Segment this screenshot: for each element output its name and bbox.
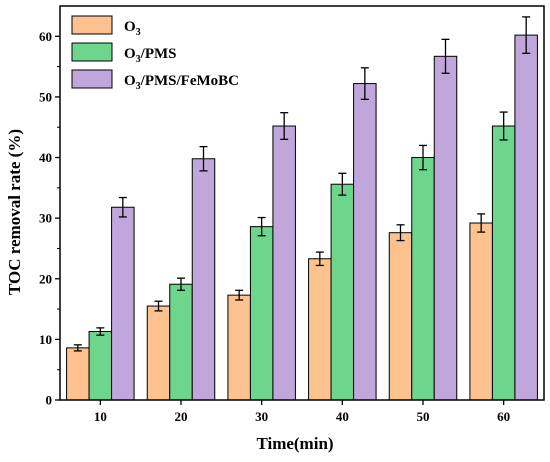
x-tick-label: 30 (255, 409, 268, 424)
error-bar-o3-pms-femobc-50 (441, 38, 450, 74)
y-tick-label: 20 (39, 271, 52, 286)
bar-o3-50 (388, 232, 413, 401)
bar-o3-pms-40 (330, 183, 355, 401)
bar-o3-pms-50 (411, 157, 435, 401)
y-tick-label: 0 (46, 393, 53, 408)
x-tick-label: 10 (94, 409, 107, 424)
error-bar-o3-pms-20 (177, 277, 185, 291)
error-bar-o3-60 (477, 213, 486, 233)
error-bar-o3-30 (235, 289, 244, 301)
error-bar-o3-pms-60 (499, 111, 508, 141)
bar-o3-60 (469, 222, 493, 401)
bar-o3-pms-20 (169, 283, 193, 401)
legend-label: O3/PMS/FeMoBC (124, 73, 239, 92)
bar-o3-pms-femobc-50 (433, 55, 458, 401)
bar-o3-40 (308, 258, 332, 401)
bar-o3-pms-femobc-20 (191, 158, 216, 401)
error-bars-group (73, 16, 531, 352)
bar-o3-pms-femobc-10 (111, 206, 135, 401)
legend: O3 O3/PMS O3/PMS/FeMoBC (71, 15, 239, 92)
bar-o3-30 (227, 294, 251, 401)
y-tick-label: 10 (39, 332, 52, 347)
error-bar-o3-pms-50 (419, 144, 427, 171)
bar-o3-pms-10 (88, 331, 113, 401)
error-bar-o3-pms-40 (338, 172, 347, 196)
bar-o3-pms-femobc-60 (514, 34, 538, 401)
x-tick-label: 20 (175, 409, 188, 424)
legend-swatch (71, 42, 113, 62)
bars-group (66, 34, 538, 401)
legend-label: O3 (124, 19, 141, 38)
error-bar-o3-pms-femobc-20 (199, 145, 208, 172)
bar-o3-pms-femobc-30 (272, 125, 296, 401)
y-tick-label: 40 (39, 150, 52, 165)
bar-o3-20 (146, 305, 171, 401)
legend-label: O3/PMS (124, 46, 177, 65)
error-bar-o3-20 (154, 300, 163, 312)
y-axis-title: TOC removal rate (%) (5, 129, 24, 295)
error-bar-o3-50 (396, 224, 405, 242)
x-tick-label: 40 (336, 409, 349, 424)
x-tick-label: 60 (497, 409, 510, 424)
plot-frame (59, 5, 545, 401)
axes-group: 0 10 20 30 40 50 60 10 20 30 40 50 60 (39, 5, 545, 424)
error-bar-o3-pms-femobc-40 (360, 67, 369, 100)
bar-o3-10 (66, 347, 90, 401)
y-tick-label: 30 (39, 211, 52, 226)
bar-o3-pms-60 (491, 125, 516, 401)
error-bar-o3-pms-30 (257, 216, 266, 237)
bar-o3-pms-30 (249, 226, 274, 401)
error-bar-o3-40 (315, 251, 324, 267)
legend-swatch (71, 15, 113, 35)
x-tick-label: 50 (417, 409, 430, 424)
error-bar-o3-pms-femobc-10 (118, 196, 127, 218)
error-bar-o3-pms-femobc-60 (522, 16, 531, 54)
y-tick-label: 50 (39, 89, 52, 104)
legend-swatch (71, 69, 113, 89)
bar-o3-pms-femobc-40 (353, 83, 377, 401)
error-bar-o3-pms-10 (96, 327, 105, 336)
error-bar-o3-10 (73, 344, 82, 352)
y-tick-label: 60 (39, 29, 52, 44)
error-bar-o3-pms-femobc-30 (280, 112, 289, 141)
x-axis-title: Time(min) (256, 434, 333, 453)
